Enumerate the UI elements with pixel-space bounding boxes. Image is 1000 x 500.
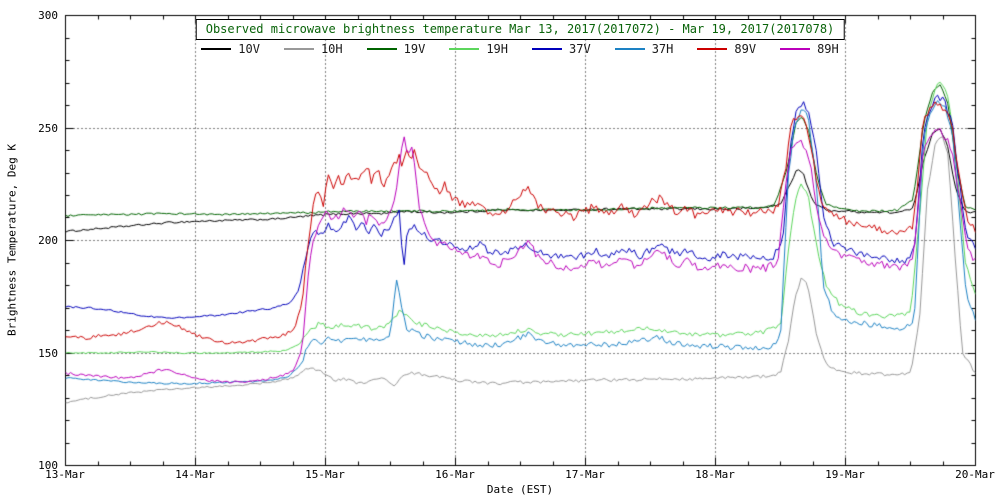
legend-label-10V: 10V <box>238 42 260 56</box>
legend-swatch-37V <box>532 48 562 50</box>
legend-swatch-19V <box>366 48 397 50</box>
x-tick-label-18-Mar: 18-Mar <box>695 468 735 481</box>
legend-item-10V: 10V <box>201 42 260 56</box>
legend-item-37V: 37V <box>532 42 591 56</box>
legend-label-19V: 19V <box>403 42 426 56</box>
x-tick-label-15-Mar: 15-Mar <box>305 468 345 481</box>
chart-title-box: Observed microwave brightness temperatur… <box>195 19 845 40</box>
y-tick-label-300: 300 <box>38 9 58 22</box>
legend-item-10H: 10H <box>283 42 343 56</box>
legend-label-89V: 89V <box>734 42 757 56</box>
legend-swatch-10H <box>283 48 314 50</box>
x-tick-label-16-Mar: 16-Mar <box>435 468 475 481</box>
y-tick-label-250: 250 <box>38 121 58 135</box>
legend-label-89H: 89H <box>817 42 839 56</box>
x-tick-label-14-Mar: 14-Mar <box>175 468 215 481</box>
x-axis-title: Date (EST) <box>486 483 554 496</box>
legend-item-19V: 19V <box>366 42 426 56</box>
legend-item-89V: 89V <box>697 42 756 56</box>
y-tick-label-150: 150 <box>38 346 58 360</box>
x-tick-label-13-Mar: 13-Mar <box>45 468 85 481</box>
legend-label-37V: 37V <box>569 42 591 56</box>
y-tick-label-100: 100 <box>38 459 58 472</box>
legend-label-19H: 19H <box>486 42 508 56</box>
legend-swatch-10V <box>201 48 232 50</box>
x-tick-label-17-Mar: 17-Mar <box>565 468 605 481</box>
legend: 10V 10H 19V 19H 37V 37H 89V 89H <box>65 42 975 56</box>
x-tick-label-20-Mar: 20-Mar <box>955 468 995 481</box>
legend-swatch-89V <box>697 48 728 50</box>
x-tick-label-19-Mar: 19-Mar <box>825 468 865 481</box>
chart-title: Observed microwave brightness temperatur… <box>205 22 835 36</box>
legend-label-37H: 37H <box>651 42 674 56</box>
legend-item-37H: 37H <box>614 42 674 56</box>
legend-swatch-89H <box>780 48 811 50</box>
legend-label-10H: 10H <box>320 42 343 56</box>
y-tick-label-200: 200 <box>38 234 58 247</box>
legend-swatch-37H <box>614 48 645 50</box>
legend-swatch-19H <box>449 48 480 50</box>
legend-item-19H: 19H <box>449 42 508 56</box>
legend-item-89H: 89H <box>780 42 839 56</box>
